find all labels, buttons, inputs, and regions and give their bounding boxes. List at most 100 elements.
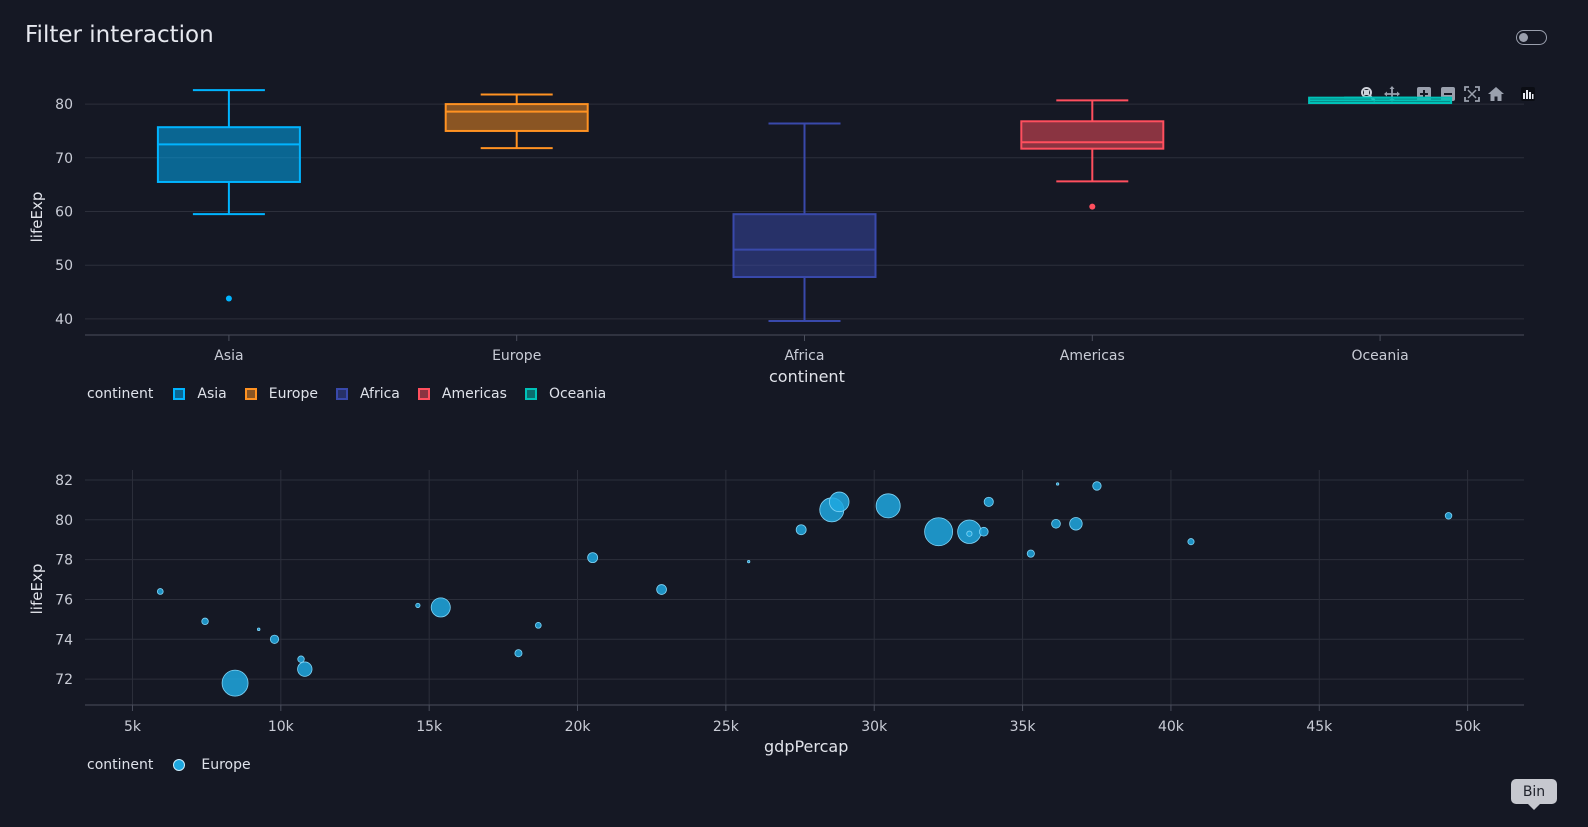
scatter-y-axis-title: lifeExp <box>28 563 46 615</box>
x-tick-label: 5k <box>124 719 142 735</box>
box-europe[interactable] <box>444 93 589 150</box>
scatter-point[interactable] <box>1092 481 1102 491</box>
x-tick-label: Africa <box>785 348 825 364</box>
x-tick-label: 15k <box>416 719 443 735</box>
scatter-point[interactable] <box>966 530 973 537</box>
scatter-point[interactable] <box>978 526 989 537</box>
theme-toggle[interactable] <box>1516 30 1547 45</box>
y-tick-label: 40 <box>55 312 73 328</box>
x-tick-label: 10k <box>268 719 295 735</box>
scatter-plot[interactable]: 72 74 76 78 80 82 5k 10k 15k 20k 25k 30k 35k 40k 45k 5… <box>0 455 1588 755</box>
scatter-point[interactable] <box>795 524 807 536</box>
y-tick-label: 74 <box>55 632 73 648</box>
y-tick-label: 72 <box>55 672 73 688</box>
scatter-legend: continent Europe <box>87 757 269 773</box>
y-tick-label: 78 <box>55 553 73 569</box>
x-tick-label: 30k <box>861 719 888 735</box>
legend-label: Oceania <box>548 386 607 402</box>
scatter-point[interactable] <box>829 491 850 513</box>
page-title: Filter interaction <box>25 22 214 48</box>
scatter-x-axis-title: gdpPercap <box>764 737 849 756</box>
reset-axes-icon[interactable] <box>1486 84 1506 104</box>
legend-marker <box>173 759 186 771</box>
legend-swatch <box>417 388 430 400</box>
scatter-point[interactable] <box>1444 512 1453 520</box>
autoscale-icon[interactable] <box>1462 84 1482 104</box>
legend-swatch <box>244 388 257 400</box>
scatter-point[interactable] <box>1187 538 1195 546</box>
legend-item-americas[interactable]: Americas <box>417 386 507 402</box>
legend-item-asia[interactable]: Asia <box>173 386 227 402</box>
scatter-point[interactable] <box>430 597 451 618</box>
legend-item-europe[interactable]: Europe <box>244 386 318 402</box>
scatter-point[interactable] <box>221 669 249 697</box>
y-tick-label: 80 <box>55 513 73 529</box>
legend-label: Europe <box>201 757 251 773</box>
outlier-point[interactable] <box>225 295 232 302</box>
scatter-point[interactable] <box>514 649 523 658</box>
scatter-point[interactable] <box>875 493 901 519</box>
scatter-point[interactable] <box>297 661 313 677</box>
x-tick-label: 35k <box>1010 719 1037 735</box>
box-iqr <box>444 103 589 132</box>
scatter-point[interactable] <box>924 517 954 547</box>
scatter-point[interactable] <box>587 552 599 564</box>
legend-label: Africa <box>359 386 400 402</box>
x-tick-label: 50k <box>1455 719 1482 735</box>
legend-label: Americas <box>441 386 507 402</box>
box-legend-title: continent <box>87 386 154 402</box>
scatter-point[interactable] <box>656 584 667 595</box>
scatter-point[interactable] <box>1051 518 1061 529</box>
legend-item-oceania[interactable]: Oceania <box>524 386 607 402</box>
scatter-point[interactable] <box>256 627 261 632</box>
scatter-point[interactable] <box>297 655 305 663</box>
box-plot[interactable]: 40 50 60 70 80 Asia Europe Africa Americas Ocean… <box>0 80 1588 400</box>
scatter-point[interactable] <box>269 634 280 644</box>
bin-tooltip[interactable]: Bin <box>1511 779 1557 810</box>
scatter-point[interactable] <box>415 602 421 609</box>
legend-label: Europe <box>268 386 318 402</box>
x-tick-label: Oceania <box>1351 348 1408 364</box>
x-tick-label: Europe <box>492 348 541 364</box>
box-legend: continent Asia Europe Africa Americas Oceani… <box>87 386 624 402</box>
outlier-point[interactable] <box>1089 203 1096 210</box>
scatter-point[interactable] <box>534 622 542 629</box>
y-tick-label: 60 <box>55 205 73 221</box>
legend-item-africa[interactable]: Africa <box>335 386 400 402</box>
y-tick-label: 70 <box>55 151 73 167</box>
scatter-point[interactable] <box>1069 517 1083 531</box>
scatter-legend-title: continent <box>87 757 154 773</box>
y-tick-label: 76 <box>55 592 73 608</box>
scatter-point[interactable] <box>1026 549 1035 558</box>
plotly-logo-icon[interactable] <box>1518 84 1538 104</box>
scatter-point[interactable] <box>156 588 164 595</box>
box-iqr <box>1020 120 1165 150</box>
x-tick-label: 40k <box>1158 719 1185 735</box>
box-americas[interactable] <box>1020 99 1165 210</box>
scatter-point[interactable] <box>1056 482 1060 486</box>
box-x-axis-title: continent <box>769 367 845 386</box>
x-tick-label: Americas <box>1060 348 1125 364</box>
legend-swatch <box>173 388 186 400</box>
y-tick-label: 82 <box>55 473 73 489</box>
box-asia[interactable] <box>156 89 301 302</box>
y-tick-label: 50 <box>55 258 73 274</box>
box-africa[interactable] <box>732 122 877 323</box>
legend-swatch <box>335 388 348 400</box>
x-tick-label: 20k <box>565 719 592 735</box>
legend-swatch <box>524 388 537 400</box>
scatter-point[interactable] <box>983 496 994 507</box>
x-tick-label: 45k <box>1306 719 1333 735</box>
x-tick-label: Asia <box>214 348 243 364</box>
scatter-point[interactable] <box>201 617 209 626</box>
x-tick-label: 25k <box>713 719 740 735</box>
scatter-point[interactable] <box>747 560 751 564</box>
box-iqr <box>732 213 877 279</box>
toggle-knob <box>1519 33 1528 42</box>
legend-label: Asia <box>197 386 227 402</box>
box-iqr <box>156 126 301 183</box>
box-oceania[interactable] <box>1308 96 1453 105</box>
scatter-legend-item-europe[interactable]: Europe <box>173 757 251 773</box>
y-tick-label: 80 <box>55 97 73 113</box>
box-y-axis-title: lifeExp <box>28 191 46 243</box>
